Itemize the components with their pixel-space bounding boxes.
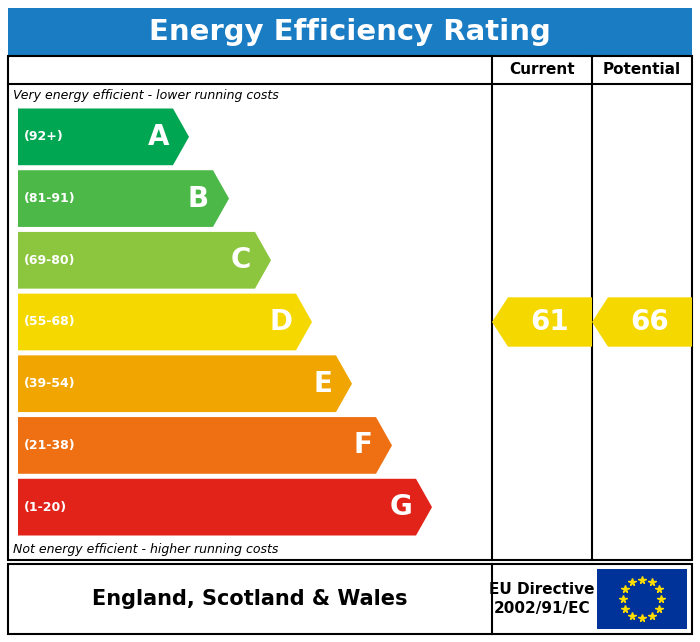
Text: 66: 66	[631, 308, 669, 336]
Polygon shape	[18, 170, 229, 227]
Text: C: C	[230, 247, 251, 274]
Text: A: A	[148, 123, 169, 151]
Polygon shape	[18, 108, 189, 165]
Text: EU Directive: EU Directive	[489, 582, 595, 598]
Text: (21-38): (21-38)	[24, 439, 76, 452]
Text: Energy Efficiency Rating: Energy Efficiency Rating	[149, 18, 551, 46]
Polygon shape	[592, 297, 692, 347]
Text: (1-20): (1-20)	[24, 501, 67, 514]
Text: (92+): (92+)	[24, 130, 64, 143]
Text: B: B	[188, 184, 209, 213]
Text: G: G	[389, 493, 412, 521]
Text: Potential: Potential	[603, 62, 681, 78]
Polygon shape	[18, 232, 271, 289]
Polygon shape	[18, 417, 392, 474]
Text: E: E	[313, 370, 332, 397]
Text: F: F	[353, 431, 372, 460]
Text: Current: Current	[509, 62, 575, 78]
Text: (39-54): (39-54)	[24, 377, 76, 390]
Polygon shape	[18, 293, 312, 351]
Bar	[8, 56, 692, 560]
Bar	[8, 8, 692, 56]
Polygon shape	[18, 479, 432, 535]
Bar	[597, 569, 687, 629]
Text: (69-80): (69-80)	[24, 254, 76, 267]
Text: 2002/91/EC: 2002/91/EC	[494, 600, 590, 616]
Polygon shape	[18, 356, 352, 412]
Polygon shape	[492, 297, 592, 347]
Text: D: D	[269, 308, 292, 336]
Text: 61: 61	[531, 308, 569, 336]
Text: Not energy efficient - higher running costs: Not energy efficient - higher running co…	[13, 542, 279, 555]
Text: (55-68): (55-68)	[24, 315, 76, 329]
Bar	[8, 564, 692, 634]
Text: England, Scotland & Wales: England, Scotland & Wales	[92, 589, 407, 609]
Text: (81-91): (81-91)	[24, 192, 76, 205]
Text: Very energy efficient - lower running costs: Very energy efficient - lower running co…	[13, 89, 279, 101]
